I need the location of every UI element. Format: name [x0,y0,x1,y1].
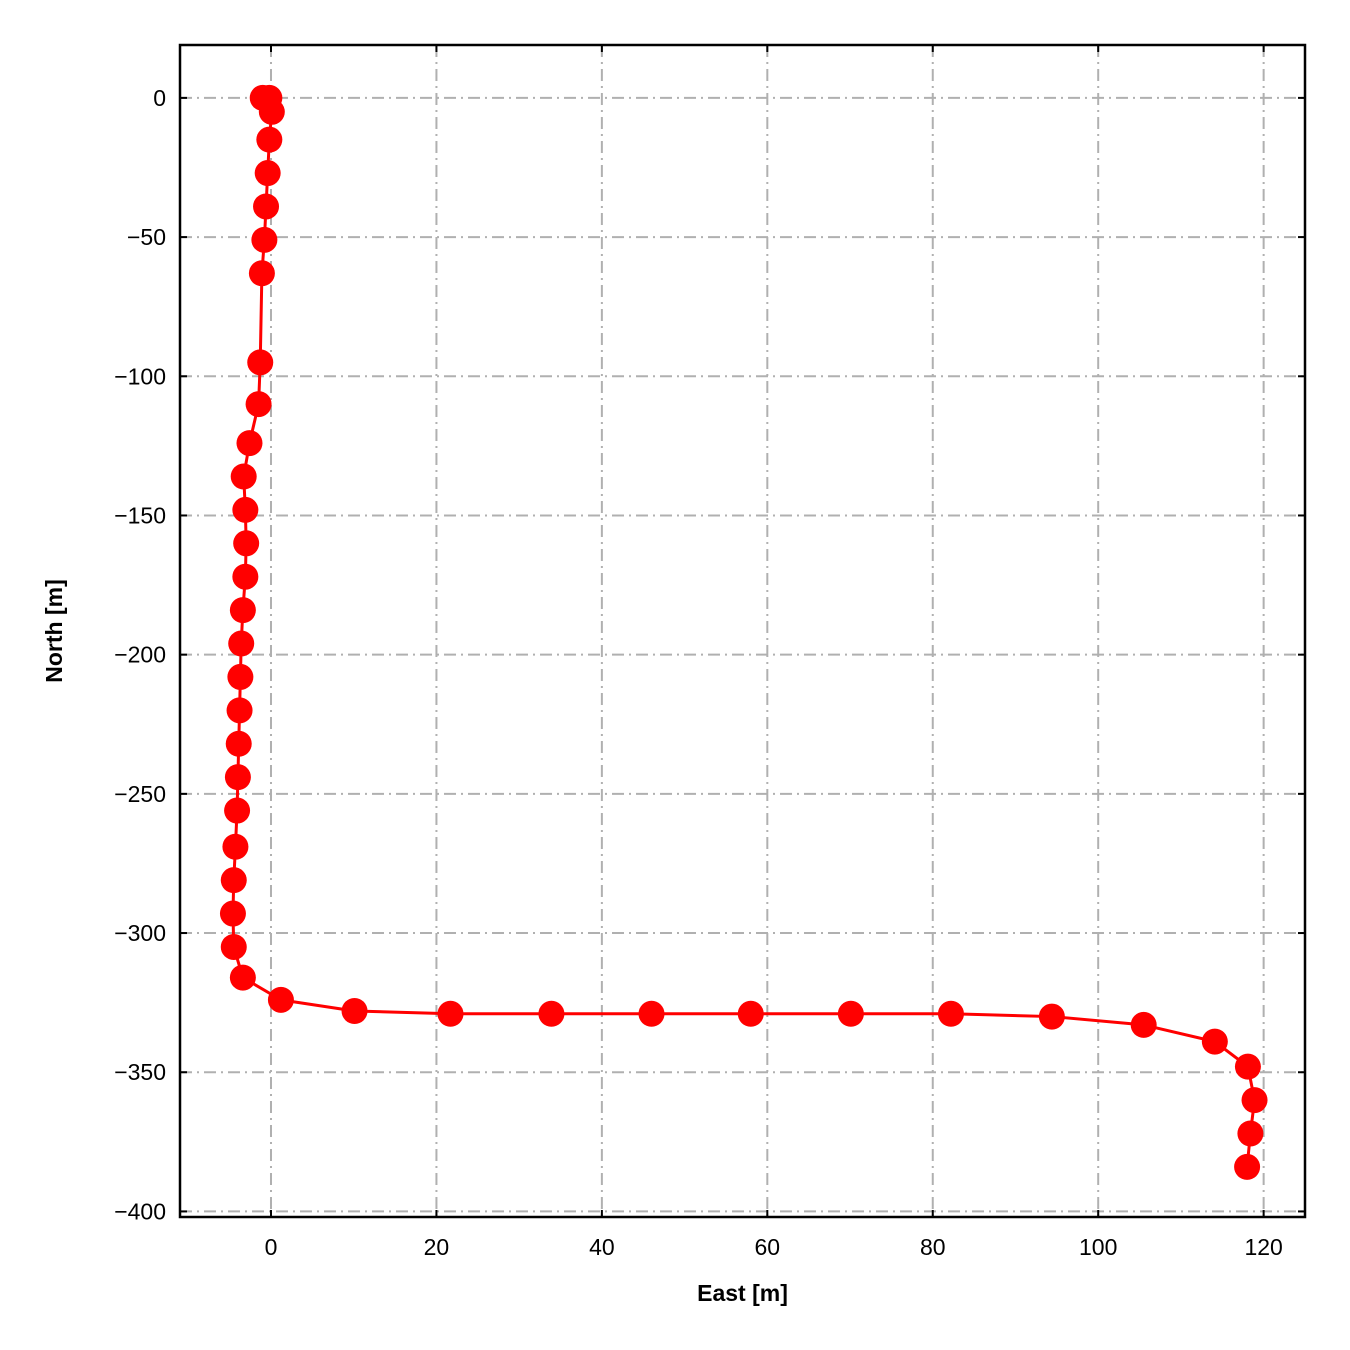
data-point [232,496,259,523]
data-point [247,349,274,376]
x-tick-label: 100 [1079,1234,1117,1260]
y-tick-label: −350 [114,1059,166,1085]
data-point [248,260,275,287]
data-point [220,933,247,960]
data-point [253,193,280,220]
data-point [224,797,251,824]
x-tick-label: 120 [1244,1234,1282,1260]
data-point [1234,1153,1261,1180]
data-point [229,597,256,624]
y-tick-label: −250 [114,781,166,807]
data-point [267,986,294,1013]
data-point [224,764,251,791]
x-axis-label: East [m] [697,1280,788,1306]
x-tick-label: 20 [424,1234,450,1260]
data-point [1038,1003,1065,1030]
y-tick-label: −100 [114,363,166,389]
data-point [230,463,257,490]
y-tick-label: −200 [114,642,166,668]
data-point [256,126,283,153]
data-point [220,867,247,894]
data-point [236,430,263,457]
y-tick-label: −300 [114,920,166,946]
data-point [837,1000,864,1027]
data-point [538,1000,565,1027]
data-point [233,530,260,557]
data-point [225,730,252,757]
y-axis-label: North [m] [41,579,67,682]
grid-lines [180,45,1305,1217]
data-point [229,964,256,991]
x-tick-label: 0 [265,1234,278,1260]
data-point [232,563,259,590]
x-tick-labels: 0 20 40 60 80 100 120 [265,1234,1283,1260]
data-point [258,98,285,125]
data-point [1237,1120,1264,1147]
y-tick-label: −150 [114,502,166,528]
data-point [1201,1028,1228,1055]
x-tick-label: 80 [920,1234,946,1260]
data-point [937,1000,964,1027]
data-point [737,1000,764,1027]
axis-ticks [180,45,1305,1217]
data-point [245,391,272,418]
plot-frame [178,43,1307,1219]
data-point [251,226,278,253]
data-point [638,1000,665,1027]
y-tick-label: −400 [114,1198,166,1224]
data-point [219,900,246,927]
data-point [226,697,253,724]
y-tick-label: −50 [127,224,166,250]
data-point [1234,1053,1261,1080]
data-point [222,833,249,860]
data-point [437,1000,464,1027]
data-point [341,997,368,1024]
data-point [228,630,255,657]
data-point [227,663,254,690]
data-point [1130,1011,1157,1038]
x-tick-label: 60 [755,1234,781,1260]
series-layer [219,84,1268,1180]
data-point [254,160,281,187]
y-tick-label: 0 [153,85,166,111]
y-tick-labels: 0 −50 −100 −150 −200 −250 −300 −350 −400 [114,85,166,1225]
data-point [1241,1087,1268,1114]
x-tick-label: 40 [589,1234,615,1260]
